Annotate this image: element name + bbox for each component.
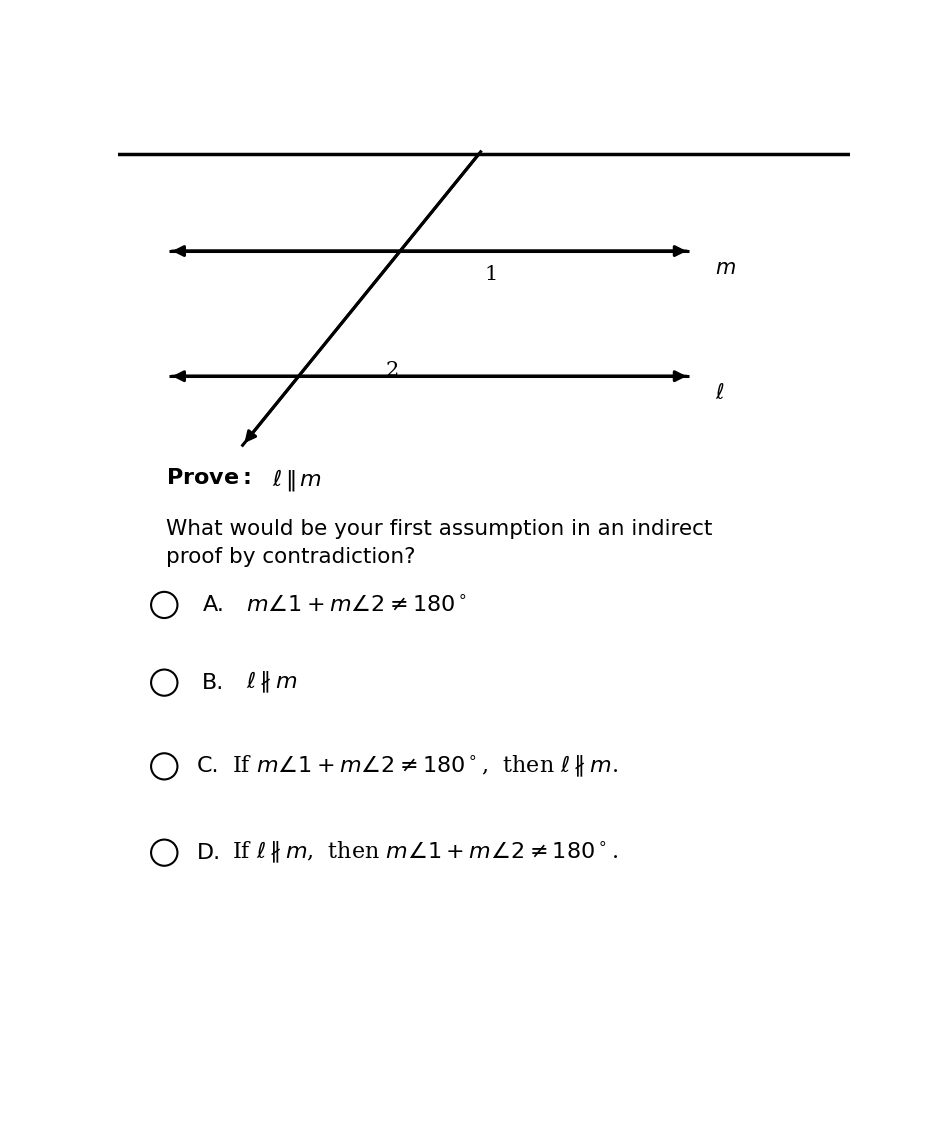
Text: $\ell$: $\ell$ [715, 383, 724, 404]
Text: $\mathbf{Prove:}$: $\mathbf{Prove:}$ [165, 466, 250, 489]
Text: What would be your first assumption in an indirect
proof by contradiction?: What would be your first assumption in a… [165, 519, 712, 566]
Text: $\ell \,\|\, m$: $\ell \,\|\, m$ [272, 466, 322, 493]
Text: A.: A. [202, 595, 224, 615]
Text: 2: 2 [385, 361, 398, 380]
Text: $m$: $m$ [715, 259, 735, 278]
Text: D.: D. [197, 843, 221, 863]
Text: If $m\angle 1 + m\angle 2 \neq 180^\circ$,  then $\ell \nparallel m$.: If $m\angle 1 + m\angle 2 \neq 180^\circ… [231, 753, 617, 779]
Text: 1: 1 [483, 265, 497, 284]
Text: $\ell \nparallel m$: $\ell \nparallel m$ [246, 670, 297, 695]
Text: $m\angle 1 + m\angle 2 \neq 180^\circ$: $m\angle 1 + m\angle 2 \neq 180^\circ$ [246, 594, 467, 615]
Text: If $\ell \nparallel m$,  then $m\angle 1 + m\angle 2 \neq 180^\circ$.: If $\ell \nparallel m$, then $m\angle 1 … [231, 840, 617, 865]
Text: C.: C. [197, 757, 220, 777]
Text: B.: B. [202, 673, 225, 693]
